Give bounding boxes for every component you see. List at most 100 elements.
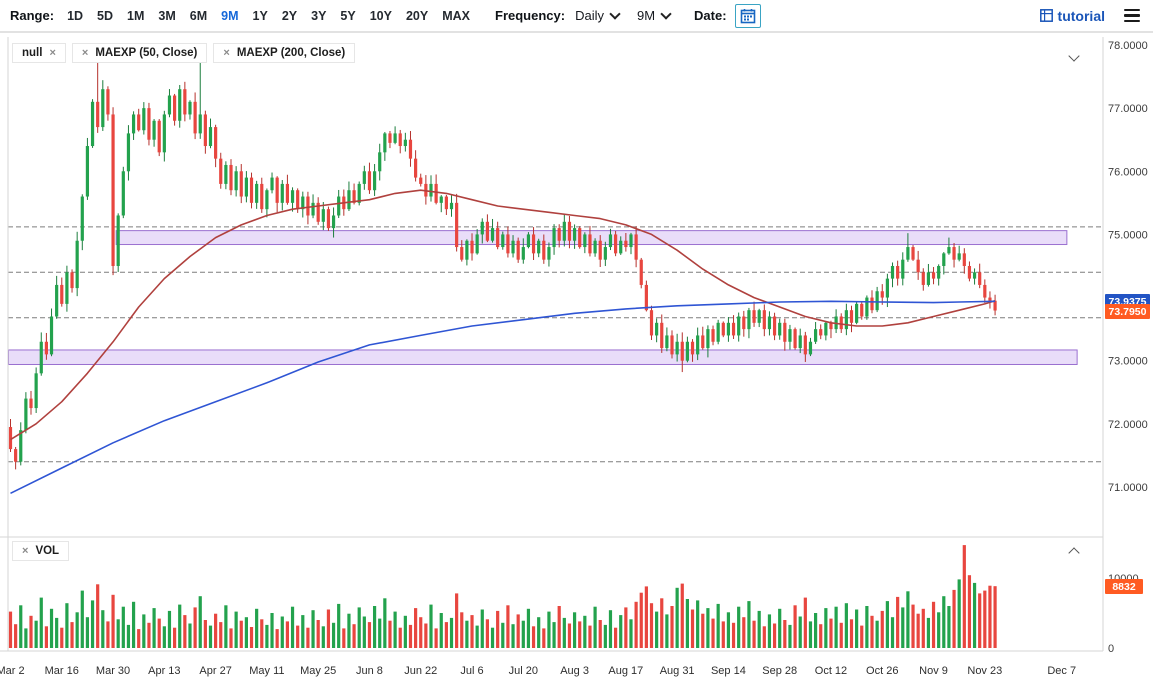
candle-body <box>485 221 490 241</box>
candle-body <box>460 247 464 260</box>
volume-bar <box>629 619 633 648</box>
menu-icon[interactable] <box>1121 6 1143 25</box>
range-5y[interactable]: 5Y <box>340 8 356 23</box>
candle-body <box>383 133 387 153</box>
frequency-dropdown[interactable]: Daily <box>575 8 621 23</box>
candle-body <box>772 316 777 336</box>
range-2y[interactable]: 2Y <box>281 8 298 23</box>
volume-bar <box>993 586 997 648</box>
candle-body <box>588 234 592 254</box>
close-icon[interactable]: × <box>22 544 29 557</box>
candle-body <box>552 228 556 248</box>
candle-body <box>608 234 613 248</box>
candle-body <box>398 133 402 147</box>
candle-body <box>106 89 110 115</box>
volume-bar <box>547 611 551 648</box>
candle-body <box>967 265 972 279</box>
close-icon[interactable]: × <box>81 46 89 59</box>
candle-body <box>162 114 166 153</box>
period-value: 9M <box>636 8 656 23</box>
volume-bar <box>501 622 505 648</box>
series-chip-vol[interactable]: × VOL <box>12 541 70 561</box>
candle-body <box>414 158 418 178</box>
volume-bar <box>8 611 13 648</box>
series-label: VOL <box>35 545 60 557</box>
series-chip-maexp200[interactable]: × MAEXP (200, Close) <box>213 43 356 63</box>
date-picker-button[interactable] <box>734 3 761 28</box>
candle-body <box>947 247 951 254</box>
range-10y[interactable]: 10Y <box>369 8 392 23</box>
range-1y[interactable]: 1Y <box>252 8 268 23</box>
price-axis-label: 78.0000 <box>1108 40 1148 52</box>
candle-body <box>547 247 551 260</box>
volume-bar <box>485 619 490 648</box>
candle-body <box>172 95 177 121</box>
candle-body <box>644 284 648 311</box>
volume-bar <box>75 612 79 648</box>
volume-bar <box>39 597 43 648</box>
candle-body <box>311 202 315 216</box>
volume-bar <box>947 606 951 648</box>
candle-body <box>183 89 187 115</box>
range-1m[interactable]: 1M <box>127 8 145 23</box>
volume-bar <box>926 617 931 648</box>
volume-bar <box>208 625 213 648</box>
volume-bar <box>234 611 238 648</box>
volume-bar <box>480 609 484 648</box>
candle-body <box>111 114 115 266</box>
volume-bar <box>737 606 741 648</box>
volume-bar <box>296 625 300 648</box>
candle-body <box>639 259 643 285</box>
volume-bar <box>552 622 556 648</box>
volume-bar <box>131 601 136 648</box>
collapse-price-panel-icon[interactable] <box>1068 50 1080 63</box>
volume-bar <box>572 612 577 648</box>
candle-body <box>880 291 884 298</box>
volume-bar <box>311 610 315 648</box>
volume-bar <box>142 614 146 648</box>
volume-bar <box>424 623 428 648</box>
volume-bar <box>19 605 23 648</box>
volume-bar <box>583 615 587 648</box>
volume-bar <box>244 617 248 648</box>
candle-body <box>752 310 756 323</box>
range-5d[interactable]: 5D <box>97 8 114 23</box>
series-chip-main[interactable]: null × <box>12 43 66 63</box>
volume-bar <box>685 599 689 648</box>
volume-bar <box>414 608 418 648</box>
volume-bar <box>372 606 377 648</box>
volume-bar <box>860 625 864 648</box>
volume-bar <box>747 601 751 648</box>
volume-bar <box>24 628 28 648</box>
calendar-icon <box>740 8 755 23</box>
expand-volume-panel-icon[interactable] <box>1068 545 1080 559</box>
close-icon[interactable]: × <box>49 46 56 59</box>
range-9m[interactable]: 9M <box>221 8 239 23</box>
volume-bar <box>367 622 372 648</box>
candle-body <box>993 300 997 311</box>
candle-body <box>178 89 182 121</box>
range-1d[interactable]: 1D <box>67 8 84 23</box>
range-max[interactable]: MAX <box>442 8 470 23</box>
candle-body <box>778 322 782 336</box>
candle-body <box>962 253 966 266</box>
brand-grid-icon <box>1039 9 1053 22</box>
volume-bar <box>265 624 269 648</box>
range-6m[interactable]: 6M <box>189 8 208 23</box>
range-3y[interactable]: 3Y <box>311 8 327 23</box>
candle-body <box>721 322 725 336</box>
candle-body <box>567 221 572 241</box>
brand-logo[interactable]: tutorial <box>1039 8 1105 24</box>
candle-body <box>660 322 664 349</box>
candle-body <box>562 221 566 241</box>
candle-body <box>270 177 274 191</box>
range-20y[interactable]: 20Y <box>405 8 429 23</box>
close-icon[interactable]: × <box>223 46 230 59</box>
range-3m[interactable]: 3M <box>158 8 176 23</box>
series-chip-maexp50[interactable]: × MAEXP (50, Close) <box>71 43 208 63</box>
candle-body <box>475 234 479 254</box>
period-dropdown[interactable]: 9M <box>636 8 672 23</box>
candle-body <box>290 190 295 203</box>
volume-bar <box>634 601 638 648</box>
candle-body <box>449 202 454 210</box>
